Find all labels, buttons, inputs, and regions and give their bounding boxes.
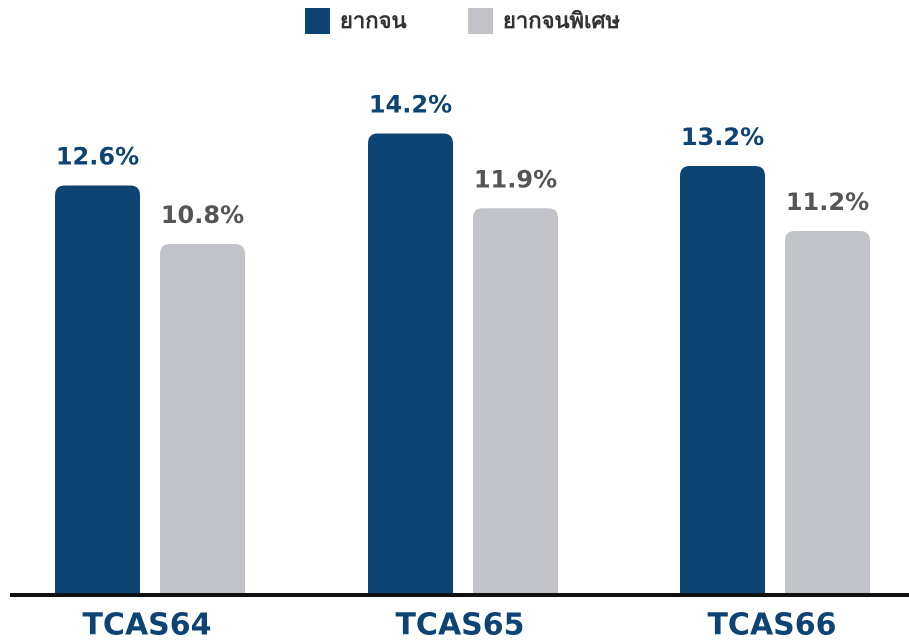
bar xyxy=(680,166,765,595)
legend: ยากจน ยากจนพิเศษ xyxy=(305,8,620,34)
x-tick-label: TCAS65 xyxy=(395,608,524,641)
legend-swatch xyxy=(468,8,493,34)
bar xyxy=(368,133,453,595)
legend-label: ยากจน xyxy=(340,9,407,34)
x-tick-label: TCAS66 xyxy=(707,608,836,641)
bars: TCAS64 12.6% 10.8% TCAS65 14.2% 11.9% TCAS66 13… xyxy=(55,91,870,641)
bar xyxy=(785,231,870,595)
legend-swatch xyxy=(305,8,330,34)
x-tick-label: TCAS64 xyxy=(82,608,211,641)
bar xyxy=(473,208,558,595)
data-label: 11.9% xyxy=(474,165,557,193)
data-label: 11.2% xyxy=(786,188,869,216)
legend-label: ยากจนพิเศษ xyxy=(503,9,620,34)
data-label: 13.2% xyxy=(681,123,764,151)
bar xyxy=(55,185,140,595)
data-label: 12.6% xyxy=(56,143,139,171)
data-label: 10.8% xyxy=(161,201,244,229)
bar xyxy=(160,244,245,595)
data-label: 14.2% xyxy=(369,91,452,119)
